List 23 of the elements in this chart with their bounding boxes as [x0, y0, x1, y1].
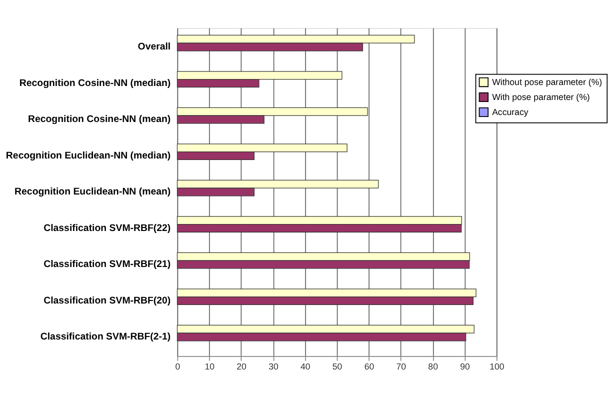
x-tick-label: 40 — [300, 362, 310, 372]
y-tick-label: Classification SVM-RBF(22) — [44, 222, 171, 234]
x-tick-label: 60 — [364, 362, 374, 372]
legend-label: Without pose parameter (%) — [492, 76, 602, 87]
y-tick-label: Classification SVM-RBF(20) — [44, 295, 171, 306]
x-tick-label: 90 — [460, 362, 470, 372]
x-tick-label: 100 — [490, 362, 504, 372]
x-tick-label: 20 — [236, 362, 247, 372]
x-tick-label: 0 — [175, 362, 180, 372]
y-tick-label: Recognition Euclidean-NN (median) — [6, 150, 171, 162]
y-tick-label: Recognition Cosine-NN (median) — [19, 78, 171, 89]
legend-label: With pose parameter (%) — [492, 92, 590, 102]
x-tick-label: 70 — [396, 362, 406, 372]
y-tick-label: Classification SVM-RBF(2-1) — [40, 332, 171, 343]
y-tick-label: Overall — [138, 42, 171, 53]
x-tick-label: 50 — [332, 362, 342, 372]
x-tick-label: 80 — [428, 362, 438, 372]
y-tick-label: Recognition Cosine-NN (mean) — [28, 114, 171, 126]
y-tick-label: Classification SVM-RBF(21) — [44, 259, 171, 270]
y-tick-label: Recognition Euclidean-NN (mean) — [14, 186, 171, 198]
x-tick-label: 30 — [268, 362, 278, 372]
legend-label: Accuracy — [492, 106, 529, 117]
x-tick-label: 10 — [204, 362, 215, 372]
